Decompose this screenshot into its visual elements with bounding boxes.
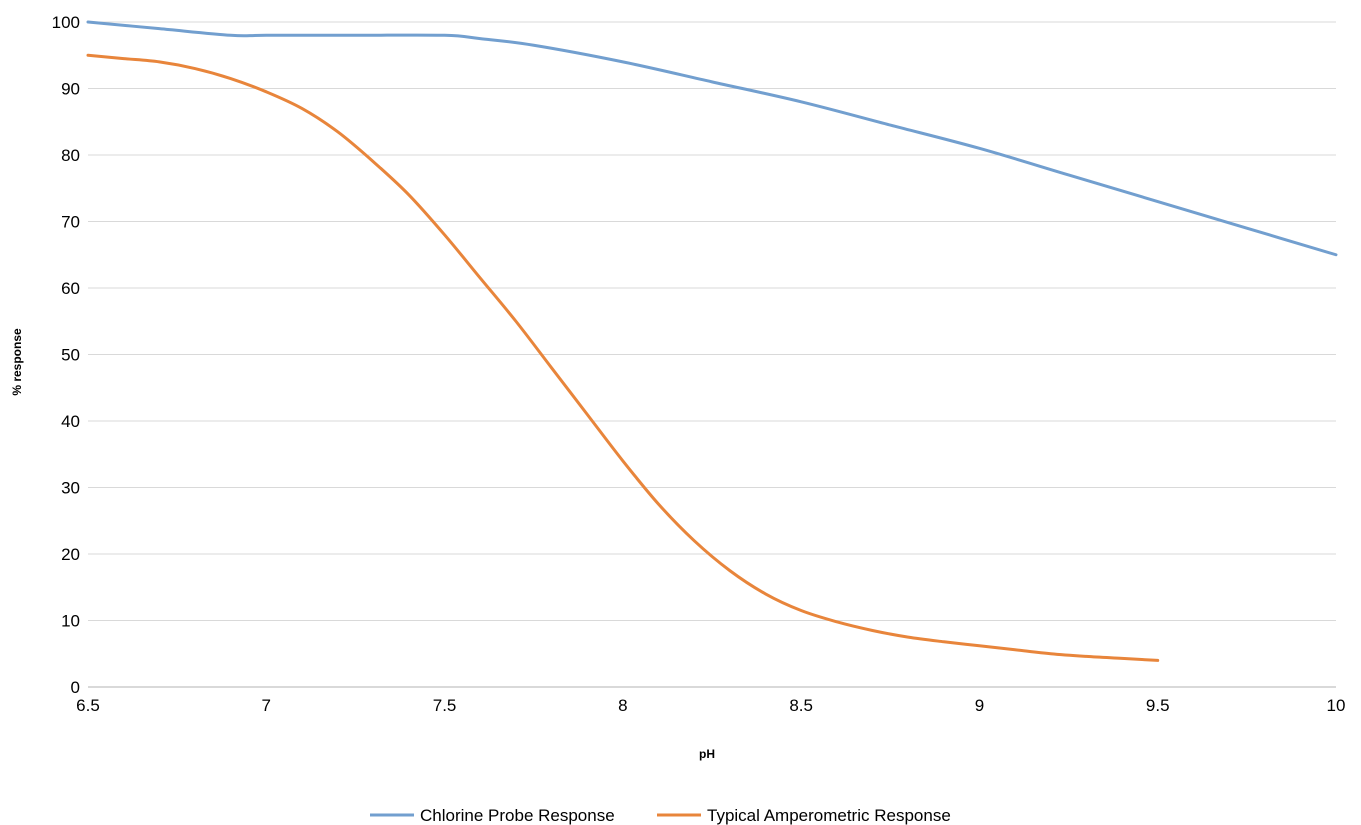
amperometric-line	[86, 53, 1160, 662]
x-tick-label: 8.5	[789, 696, 813, 715]
x-tick-label: 9	[975, 696, 984, 715]
legend-label-amperometric: Typical Amperometric Response	[707, 806, 951, 825]
y-tick-label: 0	[71, 678, 80, 697]
x-tick-label: 7	[262, 696, 271, 715]
gridlines	[88, 21, 1336, 621]
y-tick-label: 40	[61, 412, 80, 431]
y-tick-label: 20	[61, 545, 80, 564]
chlorine-probe-line	[86, 20, 1338, 257]
tick-labels: 0 10 20 30 40 50 60 70 80 90 100 6.5 7 7.5 8 8.5 9 9.5 10	[52, 13, 1346, 715]
legend-label-chlorine-probe: Chlorine Probe Response	[420, 806, 615, 825]
x-tick-label: 7.5	[433, 696, 457, 715]
y-tick-label: 50	[61, 346, 80, 365]
series-lines	[86, 20, 1338, 662]
x-tick-label: 9.5	[1146, 696, 1170, 715]
y-tick-label: 80	[61, 146, 80, 165]
x-axis-title: pH	[699, 747, 715, 761]
y-tick-label: 30	[61, 479, 80, 498]
x-tick-label: 8	[618, 696, 627, 715]
y-tick-label: 90	[61, 80, 80, 99]
x-tick-label: 6.5	[76, 696, 100, 715]
y-tick-label: 10	[61, 612, 80, 631]
y-tick-label: 60	[61, 279, 80, 298]
x-tick-label: 10	[1327, 696, 1346, 715]
y-axis-title: % response	[10, 328, 24, 396]
y-tick-label: 100	[52, 13, 80, 32]
legend: Chlorine Probe Response Typical Amperome…	[370, 806, 951, 825]
y-tick-label: 70	[61, 213, 80, 232]
